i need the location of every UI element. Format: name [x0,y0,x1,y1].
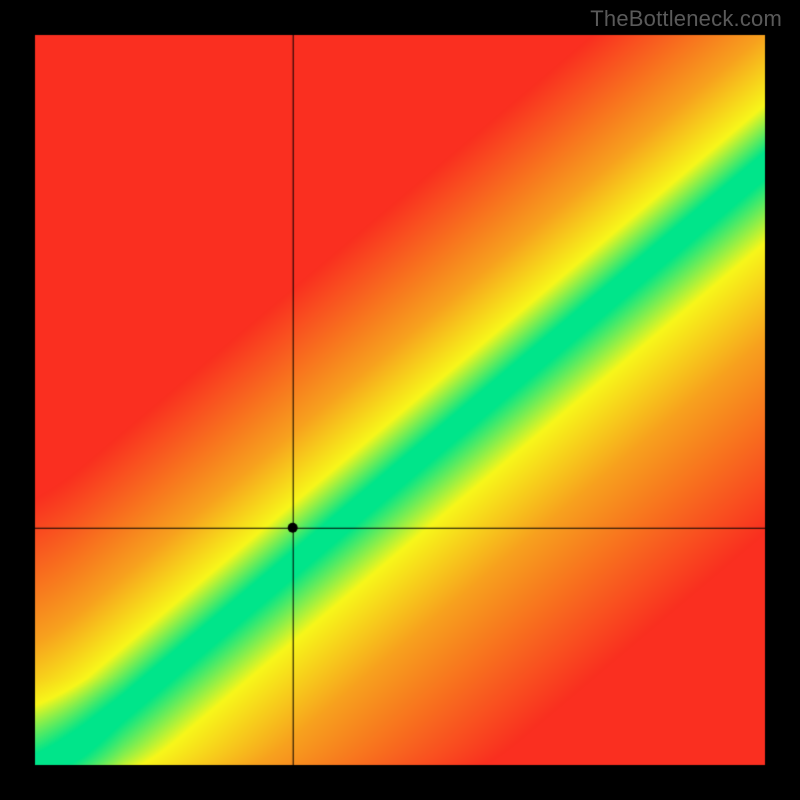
watermark-text: TheBottleneck.com [590,6,782,32]
bottleneck-heatmap [0,0,800,800]
chart-container: TheBottleneck.com [0,0,800,800]
